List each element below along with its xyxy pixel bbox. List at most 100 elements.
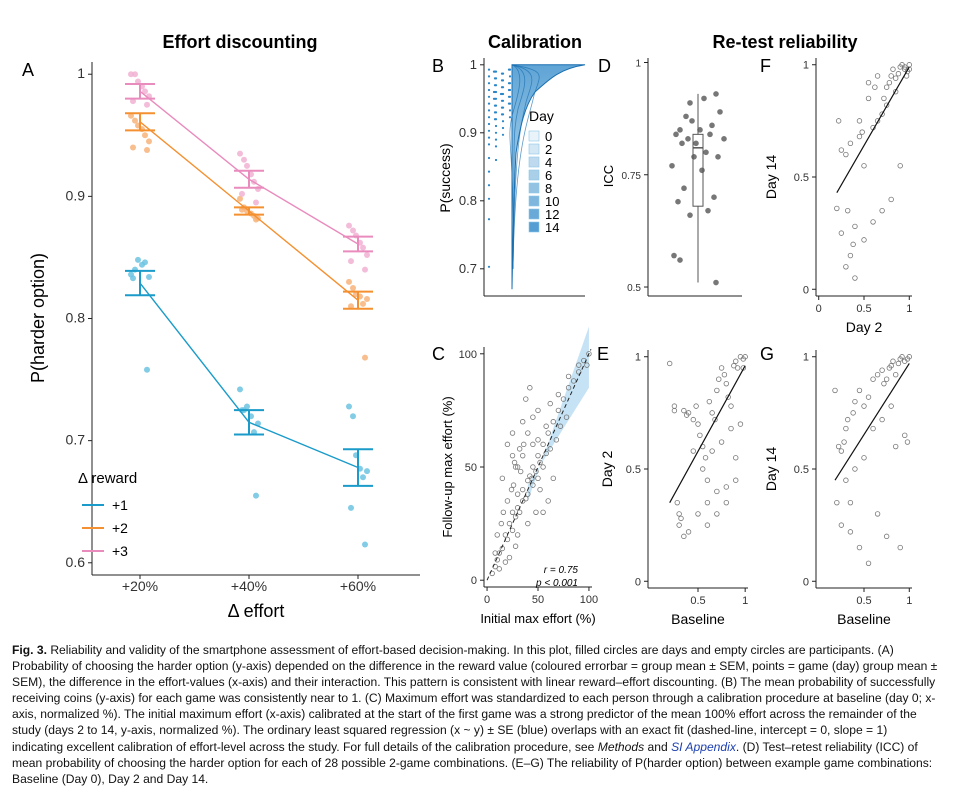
- participant-point: [883, 84, 890, 90]
- success-dot: [493, 77, 497, 80]
- y-tick-label: 0: [471, 575, 477, 587]
- x-axis-title: Baseline: [837, 611, 891, 627]
- game-point-plus3: [346, 222, 352, 229]
- success-dot: [494, 145, 498, 148]
- panel-g: G 0 0.5 1 0.5 1 Baseline Day 14: [760, 344, 912, 627]
- participant-point: [508, 486, 515, 493]
- success-dot: [487, 102, 491, 105]
- participant-point: [525, 477, 531, 484]
- panel-letter: B: [432, 56, 444, 76]
- participant-point: [861, 403, 867, 409]
- icc-point: [673, 131, 679, 138]
- participant-point: [843, 264, 849, 270]
- icc-point: [715, 153, 721, 160]
- game-point-plus1: [253, 492, 259, 499]
- participant-point: [709, 410, 715, 416]
- participant-point: [540, 464, 546, 470]
- legend-label: 6: [545, 168, 552, 183]
- game-point-plus1: [237, 386, 243, 393]
- participant-point: [865, 95, 872, 102]
- participant-point: [520, 419, 526, 425]
- success-dot: [500, 72, 504, 75]
- legend-label: 2: [545, 142, 552, 157]
- participant-point: [695, 421, 701, 427]
- icc-point: [711, 194, 717, 201]
- participant-point: [545, 498, 551, 504]
- success-dot: [508, 75, 512, 78]
- participant-point: [870, 425, 876, 432]
- success-dot: [494, 138, 498, 141]
- participant-point: [555, 407, 562, 414]
- success-dot: [487, 68, 491, 71]
- success-dot: [487, 265, 491, 268]
- panel-letter: G: [760, 344, 774, 364]
- participant-point: [512, 543, 519, 549]
- participant-point: [852, 398, 858, 405]
- legend-swatch: [528, 221, 540, 233]
- participant-point: [523, 396, 529, 402]
- success-dot: [487, 197, 491, 200]
- regression-line: [669, 365, 746, 503]
- game-point-plus1: [346, 403, 352, 410]
- x-tick-label: +20%: [122, 578, 158, 594]
- panel-letter: F: [760, 56, 771, 76]
- participant-point: [847, 529, 854, 535]
- legend-title: Day: [529, 108, 554, 124]
- caption-part-eg: (E–G) The reliability of P(harder option…: [12, 755, 933, 786]
- participant-point: [838, 147, 845, 153]
- participant-point: [693, 403, 699, 409]
- participant-point: [681, 407, 687, 414]
- participant-point: [865, 79, 872, 86]
- participant-point: [685, 410, 692, 416]
- participant-point: [697, 432, 703, 439]
- participant-point: [879, 111, 885, 117]
- participant-point: [514, 491, 521, 497]
- participant-point: [892, 75, 899, 81]
- participant-point: [678, 515, 684, 522]
- game-point-plus3: [360, 244, 366, 251]
- day-density-outline: [511, 64, 540, 269]
- participant-point: [517, 468, 524, 475]
- success-dot: [508, 109, 512, 112]
- si-appendix-link[interactable]: SI Appendix: [671, 739, 736, 754]
- success-dot: [487, 136, 491, 139]
- p-annotation: p < 0.001: [535, 578, 578, 589]
- game-point-plus3: [144, 101, 150, 108]
- participant-point: [721, 371, 728, 378]
- participant-point: [834, 499, 840, 506]
- participant-point: [904, 439, 911, 445]
- participant-point: [844, 416, 851, 423]
- participant-point: [852, 223, 858, 230]
- participant-point: [861, 163, 867, 169]
- participant-point: [714, 387, 720, 394]
- participant-point: [512, 514, 519, 520]
- caption-methods: Methods: [597, 739, 645, 754]
- y-tick-label: 0.6: [66, 554, 86, 570]
- participant-point: [499, 475, 506, 482]
- y-tick-label: 0.5: [627, 283, 641, 294]
- panel-f: F 0 0.5 1 0 0.5 1 Day 2 Day 14: [760, 56, 912, 335]
- participant-point: [888, 73, 894, 79]
- panel-c: C 0 50 100 0 50 100 Initial max effort (%) Follo…: [432, 326, 598, 626]
- x-tick-label: 0: [484, 594, 490, 606]
- success-dot: [500, 106, 504, 109]
- participant-point: [881, 380, 887, 387]
- participant-point: [514, 464, 521, 470]
- participant-point: [676, 511, 682, 517]
- participant-point: [516, 509, 523, 515]
- y-axis-title: Day 14: [763, 447, 779, 492]
- legend-swatch: [528, 156, 540, 168]
- game-point-plus2: [360, 300, 366, 307]
- participant-point: [906, 62, 912, 68]
- participant-point: [838, 448, 845, 454]
- success-dot: [487, 75, 491, 78]
- participant-point: [874, 371, 881, 378]
- participant-point: [865, 394, 872, 400]
- success-dot: [500, 113, 504, 116]
- participant-point: [879, 416, 885, 423]
- x-tick-label: 50: [532, 594, 544, 606]
- participant-point: [723, 380, 730, 387]
- legend-swatch: [528, 169, 540, 181]
- y-tick-label: 0.7: [66, 432, 86, 448]
- participant-point: [533, 468, 539, 475]
